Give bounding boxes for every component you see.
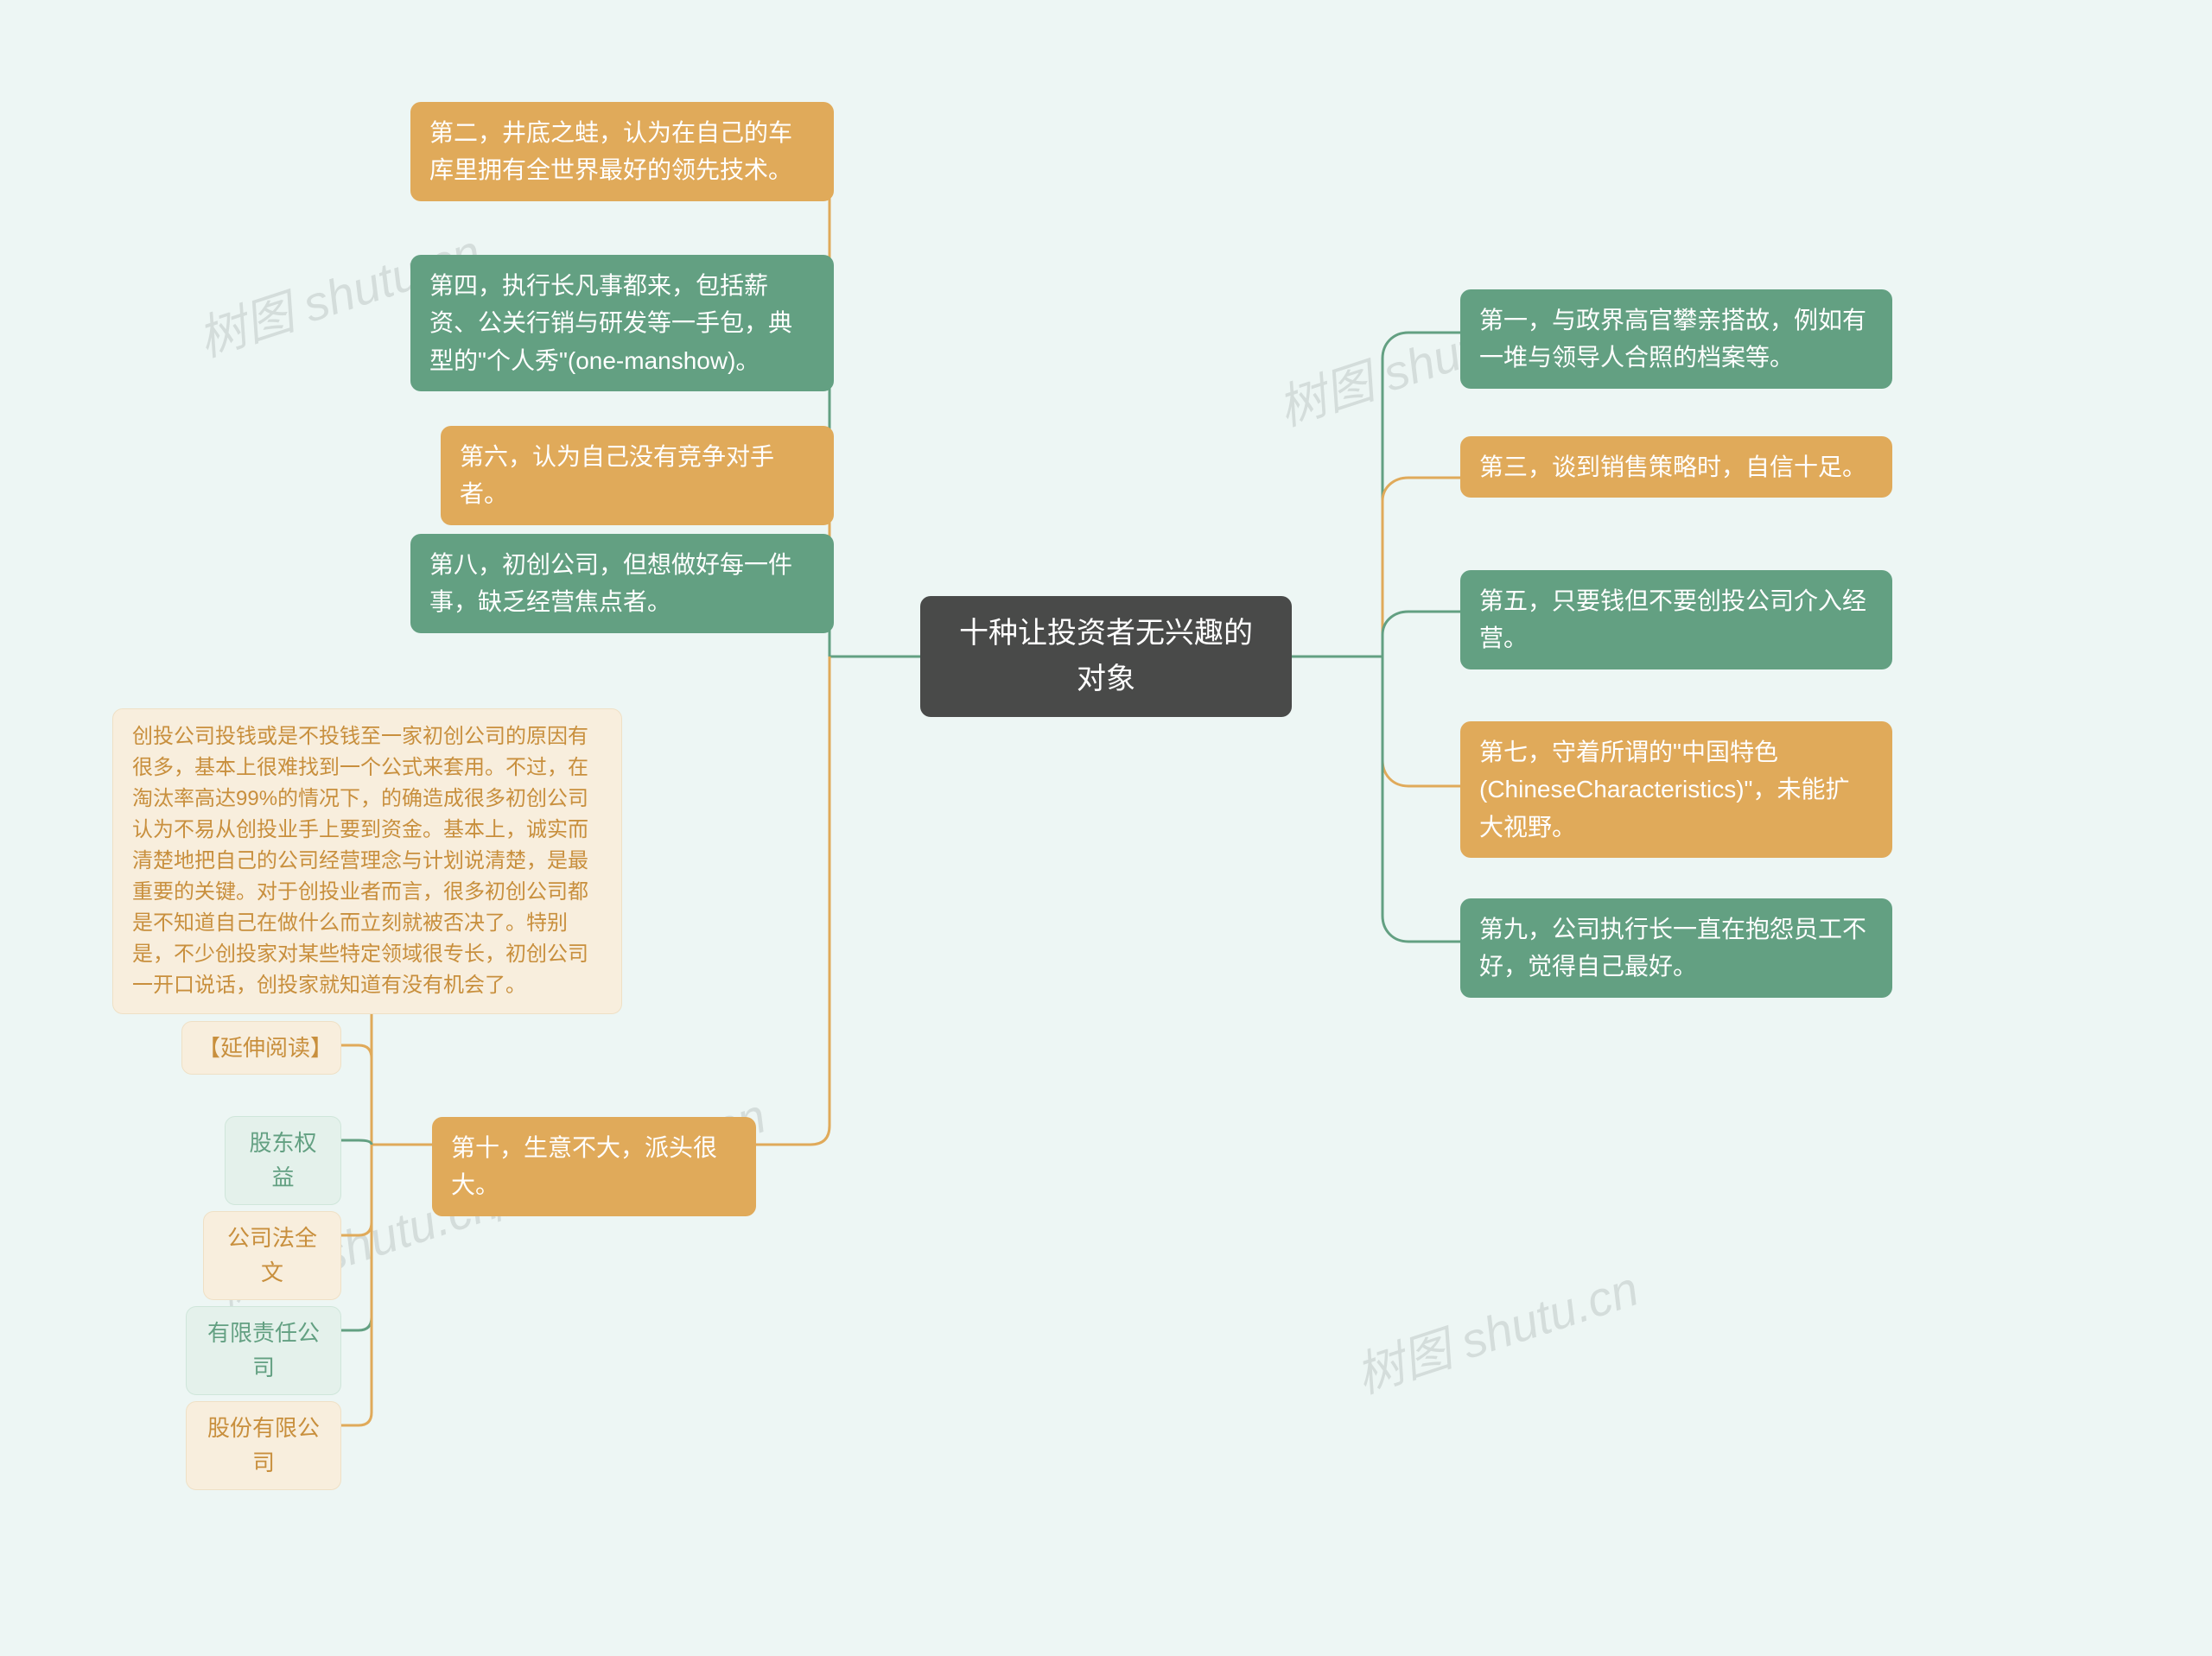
right-node-1: 第一，与政界高官攀亲搭故，例如有一堆与领导人合照的档案等。 bbox=[1460, 289, 1892, 389]
tenth-link-company-law-fulltext[interactable]: 公司法全文 bbox=[203, 1211, 341, 1300]
center-node: 十种让投资者无兴趣的对象 bbox=[920, 596, 1292, 717]
tenth-paragraph: 创投公司投钱或是不投钱至一家初创公司的原因有很多，基本上很难找到一个公式来套用。… bbox=[112, 708, 622, 1014]
right-node-3: 第三，谈到销售策略时，自信十足。 bbox=[1460, 436, 1892, 498]
tenth-link-shareholder-equity[interactable]: 股东权益 bbox=[225, 1116, 341, 1205]
tenth-link-llc[interactable]: 有限责任公司 bbox=[186, 1306, 341, 1395]
left-node-10: 第十，生意不大，派头很大。 bbox=[432, 1117, 756, 1216]
left-node-4: 第四，执行长凡事都来，包括薪资、公关行销与研发等一手包，典型的"个人秀"(one… bbox=[410, 255, 834, 391]
right-node-7: 第七，守着所谓的"中国特色(ChineseCharacteristics)"，未… bbox=[1460, 721, 1892, 858]
tenth-link-joint-stock-company[interactable]: 股份有限公司 bbox=[186, 1401, 341, 1490]
right-node-9: 第九，公司执行长一直在抱怨员工不好，觉得自己最好。 bbox=[1460, 898, 1892, 998]
left-node-8: 第八，初创公司，但想做好每一件事，缺乏经营焦点者。 bbox=[410, 534, 834, 633]
mindmap-canvas: 树图 shutu.cn 树图 shutu.cn 树图 shutu.cn 树图 s… bbox=[0, 0, 2212, 1656]
right-node-5: 第五，只要钱但不要创投公司介入经营。 bbox=[1460, 570, 1892, 669]
watermark: 树图 shutu.cn bbox=[1345, 1250, 1646, 1407]
left-node-2: 第二，井底之蛙，认为在自己的车库里拥有全世界最好的领先技术。 bbox=[410, 102, 834, 201]
tenth-link-extended-reading[interactable]: 【延伸阅读】 bbox=[181, 1021, 341, 1075]
left-node-6: 第六，认为自己没有竞争对手者。 bbox=[441, 426, 834, 525]
